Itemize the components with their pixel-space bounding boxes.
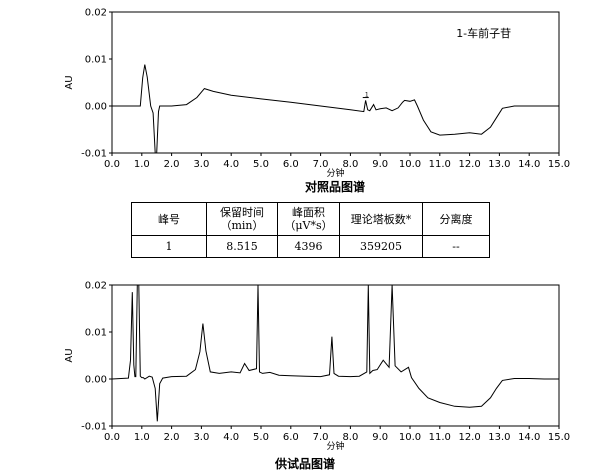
reference-x-axis-label: 分钟 bbox=[326, 167, 344, 179]
reference-x-tick-label: 7.0 bbox=[313, 159, 329, 170]
reference-chart-title: 对照品图谱 bbox=[304, 180, 365, 194]
reference-x-tick-label: 9.0 bbox=[372, 159, 388, 170]
reference-plot-frame bbox=[111, 11, 560, 154]
reference-chromatogram-trace bbox=[112, 64, 559, 154]
header-theoretical-plates: 理论塔板数* bbox=[339, 202, 423, 236]
sample-x-tick-label: 5.0 bbox=[253, 432, 269, 443]
sample-x-tick-label: 6.0 bbox=[283, 432, 299, 443]
sample-x-tick-label: 7.0 bbox=[313, 432, 329, 443]
sample-y-tick-label: 0.02 bbox=[85, 281, 107, 292]
reference-x-tick-label: 4.0 bbox=[223, 159, 239, 170]
sample-x-tick-label: 1.0 bbox=[134, 432, 150, 443]
reference-x-tick-label: 15.0 bbox=[548, 159, 570, 170]
reference-peak-number-label: 1 bbox=[365, 92, 369, 99]
cell-resolution: -- bbox=[422, 235, 490, 258]
header-retention-time: 保留时间 （min） bbox=[206, 202, 278, 236]
reference-compound-annotation: 1-车前子苷 bbox=[456, 26, 511, 40]
reference-y-tick-label: 0.00 bbox=[85, 102, 107, 113]
reference-x-tick-label: 6.0 bbox=[283, 159, 299, 170]
sample-x-tick-label: 9.0 bbox=[372, 432, 388, 443]
sample-x-tick-label: 15.0 bbox=[548, 432, 570, 443]
sample-x-tick-label: 8.0 bbox=[342, 432, 358, 443]
sample-x-tick-label: 11.0 bbox=[429, 432, 451, 443]
reference-y-tick-label: -0.01 bbox=[81, 149, 107, 160]
reference-x-tick-label: 14.0 bbox=[518, 159, 540, 170]
sample-y-tick-label: 0.01 bbox=[85, 328, 107, 339]
sample-x-tick-label: 10.0 bbox=[399, 432, 421, 443]
sample-x-axis-label: 分钟 bbox=[326, 440, 344, 452]
header-peak-number: 峰号 bbox=[131, 202, 207, 236]
reference-y-tick-label: 0.02 bbox=[85, 8, 107, 19]
results-header-row: 峰号 保留时间 （min） 峰面积 （μV*s） 理论塔板数* 分离度 bbox=[131, 202, 490, 236]
reference-x-tick-label: 1.0 bbox=[134, 159, 150, 170]
cell-peak-area: 4396 bbox=[277, 235, 340, 258]
reference-x-tick-label: 0.0 bbox=[104, 159, 120, 170]
reference-x-tick-label: 11.0 bbox=[429, 159, 451, 170]
reference-x-tick-label: 2.0 bbox=[164, 159, 180, 170]
sample-y-axis-label: AU bbox=[64, 348, 75, 362]
sample-x-tick-label: 12.0 bbox=[458, 432, 480, 443]
reference-x-tick-label: 5.0 bbox=[253, 159, 269, 170]
reference-x-tick-label: 10.0 bbox=[399, 159, 421, 170]
sample-x-tick-label: 14.0 bbox=[518, 432, 540, 443]
sample-x-tick-label: 3.0 bbox=[193, 432, 209, 443]
sample-x-tick-label: 13.0 bbox=[488, 432, 510, 443]
header-peak-area: 峰面积 （μV*s） bbox=[277, 202, 340, 236]
sample-plot-frame bbox=[111, 284, 560, 427]
sample-y-tick-label: 0.00 bbox=[85, 375, 107, 386]
cell-retention-time: 8.515 bbox=[206, 235, 278, 258]
header-resolution: 分离度 bbox=[422, 202, 490, 236]
reference-x-tick-label: 13.0 bbox=[488, 159, 510, 170]
table-row: 1 8.515 4396 359205 -- bbox=[131, 235, 490, 258]
results-table: 峰号 保留时间 （min） 峰面积 （μV*s） 理论塔板数* 分离度 1 8.… bbox=[131, 202, 490, 258]
sample-x-tick-label: 4.0 bbox=[223, 432, 239, 443]
cell-theoretical-plates: 359205 bbox=[339, 235, 423, 258]
reference-x-tick-label: 12.0 bbox=[458, 159, 480, 170]
reference-x-tick-label: 3.0 bbox=[193, 159, 209, 170]
sample-y-tick-label: -0.01 bbox=[81, 422, 107, 433]
reference-x-tick-label: 8.0 bbox=[342, 159, 358, 170]
reference-y-tick-label: 0.01 bbox=[85, 55, 107, 66]
sample-chart-title: 供试品图谱 bbox=[274, 457, 335, 471]
sample-x-tick-label: 0.0 bbox=[104, 432, 120, 443]
cell-peak-number: 1 bbox=[131, 235, 207, 258]
reference-y-axis-label: AU bbox=[64, 75, 75, 89]
sample-x-tick-label: 2.0 bbox=[164, 432, 180, 443]
sample-chromatogram-trace bbox=[111, 284, 559, 422]
